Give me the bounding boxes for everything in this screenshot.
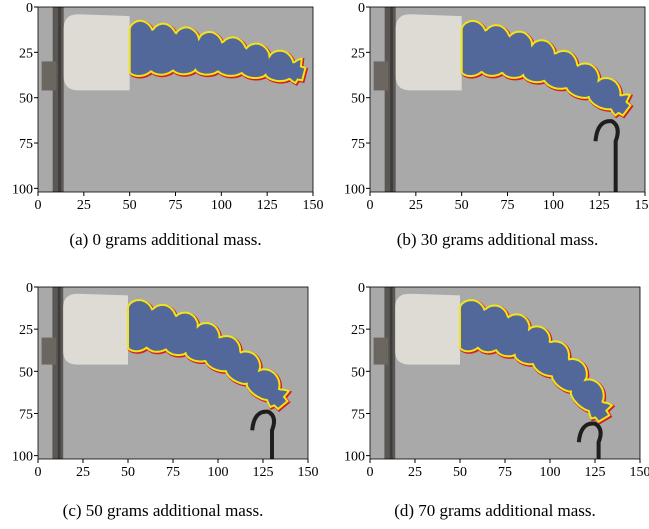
x-tick-label: 125 bbox=[257, 198, 278, 213]
y-tick-label: 0 bbox=[26, 281, 33, 296]
y-tick-label: 100 bbox=[12, 182, 33, 197]
panel: 0 25 50 75 100 125 150 0 25 50 75 100 (d) 70 grams a… bbox=[344, 281, 649, 520]
y-tick-label: 0 bbox=[358, 281, 365, 296]
finger bbox=[128, 19, 307, 85]
x-tick-label: 25 bbox=[77, 198, 91, 213]
hook bbox=[250, 409, 277, 459]
x-tick-label: 75 bbox=[166, 465, 180, 480]
cylinder bbox=[63, 293, 129, 365]
clamp bbox=[373, 61, 389, 91]
y-tick-label: 50 bbox=[19, 92, 33, 107]
x-tick-label: 125 bbox=[585, 465, 606, 480]
y-tick-label: 75 bbox=[19, 407, 33, 422]
x-tick-label: 100 bbox=[540, 465, 561, 480]
photo bbox=[370, 7, 645, 192]
caption: (d) 70 grams additional mass. bbox=[394, 501, 596, 520]
clamp bbox=[373, 337, 388, 365]
pole-shade bbox=[57, 287, 61, 459]
x-tick-label: 0 bbox=[367, 198, 374, 213]
cylinder bbox=[395, 14, 462, 91]
y-tick-label: 0 bbox=[358, 1, 365, 16]
x-tick-label: 50 bbox=[121, 465, 135, 480]
x-tick-label: 150 bbox=[298, 465, 319, 480]
y-tick-label: 25 bbox=[19, 323, 33, 338]
x-tick-label: 50 bbox=[453, 465, 467, 480]
x-tick-label: 50 bbox=[455, 198, 469, 213]
pole-shade bbox=[389, 287, 393, 459]
photo bbox=[370, 287, 640, 459]
x-tick-label: 0 bbox=[35, 465, 42, 480]
y-tick-label: 50 bbox=[19, 365, 33, 380]
x-tick-label: 0 bbox=[367, 465, 374, 480]
y-tick-label: 100 bbox=[12, 450, 33, 465]
x-tick-label: 100 bbox=[543, 198, 564, 213]
y-tick-label: 50 bbox=[351, 365, 365, 380]
caption: (a) 0 grams additional mass. bbox=[69, 230, 261, 249]
y-tick-label: 75 bbox=[351, 137, 365, 152]
y-tick-label: 50 bbox=[351, 92, 365, 107]
x-tick-label: 25 bbox=[76, 465, 90, 480]
cylinder bbox=[395, 293, 460, 365]
x-tick-label: 0 bbox=[35, 198, 42, 213]
pole-shade bbox=[390, 7, 393, 192]
clamp bbox=[41, 337, 56, 365]
y-tick-label: 75 bbox=[351, 407, 365, 422]
y-tick-label: 25 bbox=[351, 46, 365, 61]
x-tick-label: 25 bbox=[409, 198, 423, 213]
x-tick-label: 25 bbox=[408, 465, 422, 480]
x-tick-label: 150 bbox=[630, 465, 649, 480]
finger bbox=[127, 299, 291, 411]
photo bbox=[38, 287, 308, 459]
x-tick-label: 75 bbox=[501, 198, 515, 213]
hook bbox=[576, 421, 603, 459]
y-tick-label: 100 bbox=[344, 450, 365, 465]
x-tick-label: 150 bbox=[635, 198, 649, 213]
x-tick-label: 100 bbox=[211, 198, 232, 213]
panel: 0 25 50 75 100 125 150 0 25 50 75 100 (a) 0 grams ad… bbox=[12, 1, 324, 249]
x-tick-label: 100 bbox=[208, 465, 229, 480]
pole-shade bbox=[58, 7, 61, 192]
x-tick-label: 150 bbox=[303, 198, 324, 213]
y-tick-label: 0 bbox=[26, 1, 33, 16]
y-tick-label: 75 bbox=[19, 137, 33, 152]
x-tick-label: 75 bbox=[169, 198, 183, 213]
caption: (b) 30 grams additional mass. bbox=[397, 230, 599, 249]
finger bbox=[459, 299, 614, 424]
x-tick-label: 75 bbox=[498, 465, 512, 480]
caption: (c) 50 grams additional mass. bbox=[63, 501, 264, 520]
finger bbox=[460, 19, 632, 117]
y-tick-label: 25 bbox=[19, 46, 33, 61]
hook bbox=[593, 119, 620, 192]
photo bbox=[38, 7, 313, 192]
y-tick-label: 25 bbox=[351, 323, 365, 338]
panel: 0 25 50 75 100 125 150 0 25 50 75 100 (c) 50 grams a… bbox=[12, 281, 319, 520]
x-tick-label: 50 bbox=[123, 198, 137, 213]
panel: 0 25 50 75 100 125 150 0 25 50 75 100 (b) 30 grams a… bbox=[344, 1, 649, 249]
y-tick-label: 100 bbox=[344, 182, 365, 197]
cylinder bbox=[63, 14, 130, 91]
x-tick-label: 125 bbox=[589, 198, 610, 213]
clamp bbox=[41, 61, 57, 91]
x-tick-label: 125 bbox=[253, 465, 274, 480]
